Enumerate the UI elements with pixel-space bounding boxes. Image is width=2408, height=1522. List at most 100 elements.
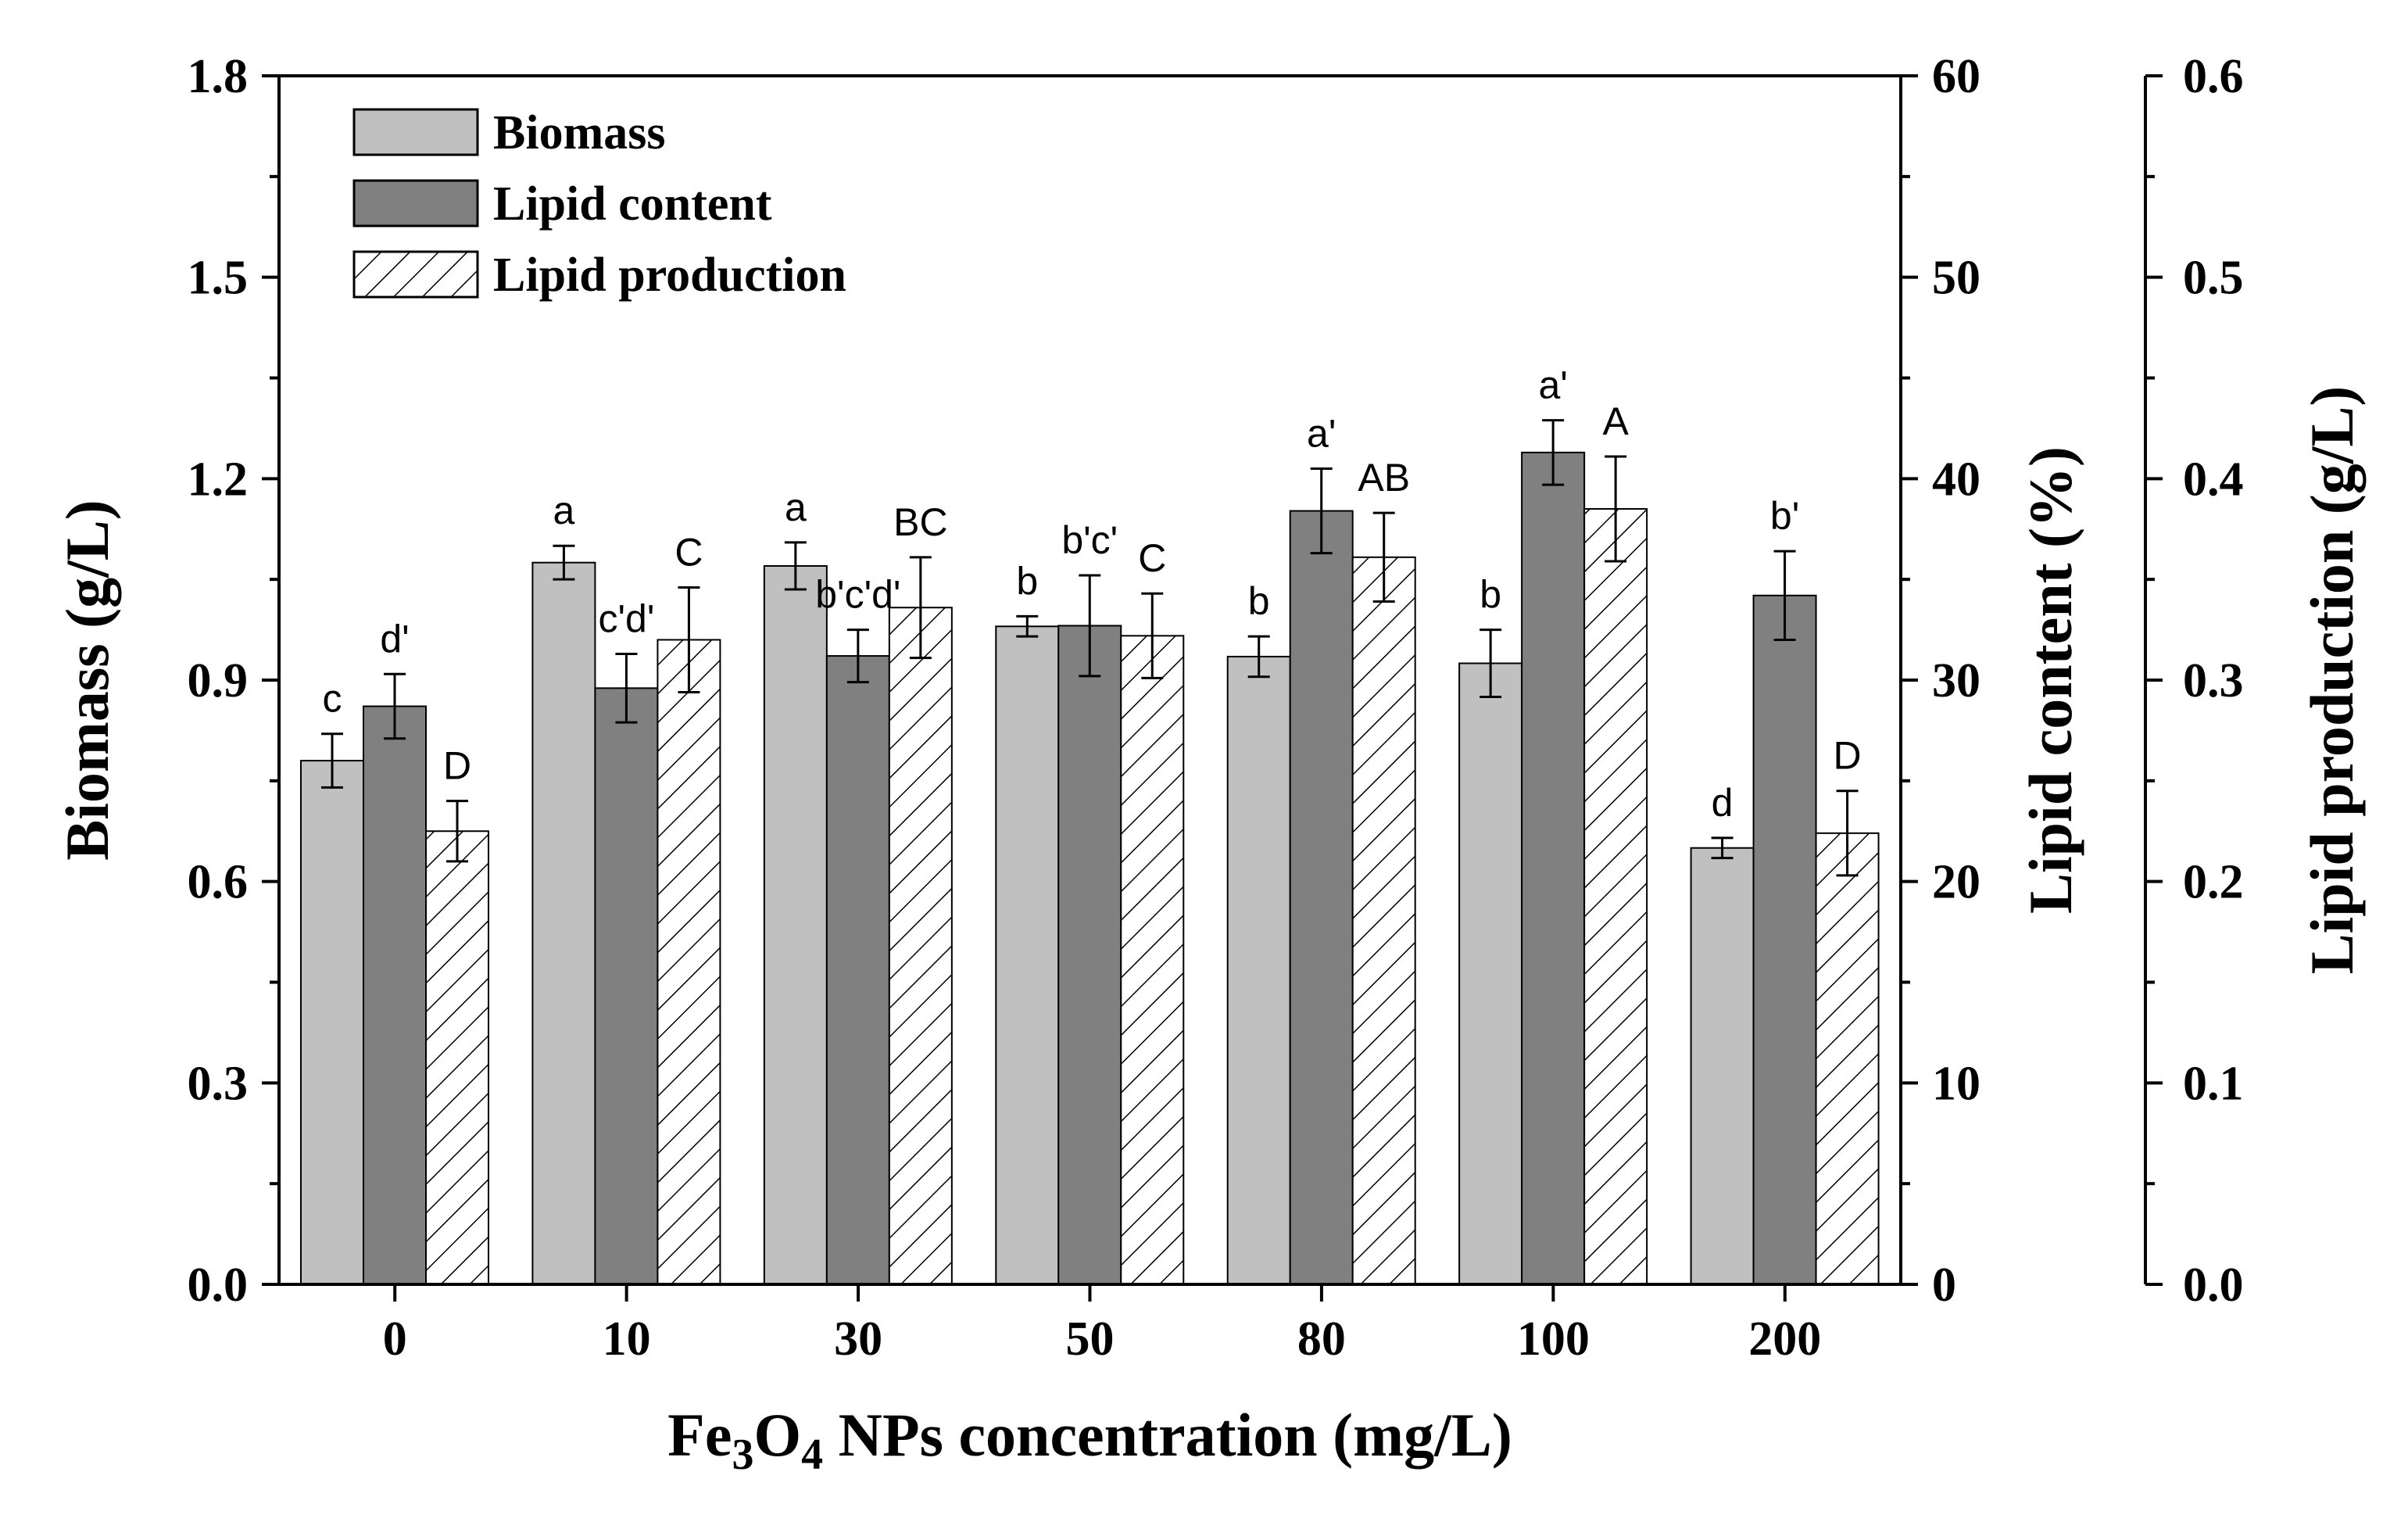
legend-label: Lipid content: [493, 177, 772, 231]
second-right-axis-tick-label: 0.0: [2183, 1259, 2244, 1312]
significance-label: a': [1538, 363, 1567, 407]
error-bar: [1247, 635, 1270, 679]
significance-label: b'c'd': [815, 573, 900, 617]
significance-label: d: [1712, 781, 1734, 825]
error-bar: [678, 586, 700, 693]
x-title-part: O: [753, 1401, 801, 1469]
bar-biomass-0: [300, 760, 364, 1285]
bar-lipid-content-80: [1289, 510, 1354, 1285]
legend-swatch-lipid-production: [352, 250, 479, 299]
error-bar: [846, 628, 869, 684]
error-bar: [1310, 467, 1333, 555]
bar-biomass-80: [1226, 655, 1291, 1285]
significance-label: a: [785, 485, 807, 529]
bar-lipid-production-0: [425, 830, 489, 1285]
x-title-part: NPs concentration (mg/L): [823, 1401, 1512, 1469]
x-axis-tick-label: 50: [1066, 1313, 1115, 1366]
second-right-axis-tick-label: 0.3: [2183, 654, 2244, 707]
error-bar: [1141, 592, 1164, 679]
legend-swatch-lipid-content: [352, 179, 479, 227]
x-title-subscript: 3: [732, 1431, 753, 1479]
x-axis-title: Fe3O4 NPs concentration (mg/L): [667, 1401, 1512, 1479]
significance-label: D: [1834, 734, 1862, 778]
significance-label: c: [323, 677, 342, 721]
error-bar: [615, 653, 638, 724]
left-axis-tick-label: 0.3: [188, 1057, 249, 1110]
x-title-subscript: 4: [801, 1431, 823, 1479]
x-axis-tick-label: 80: [1297, 1313, 1346, 1366]
significance-label: D: [443, 744, 471, 788]
bar-lipid-content-200: [1752, 594, 1817, 1285]
significance-label: c'd': [598, 597, 654, 641]
bar-lipid-production-30: [888, 607, 953, 1285]
significance-label: C: [674, 530, 703, 574]
x-axis-tick-label: 0: [383, 1313, 407, 1366]
error-bar: [553, 544, 575, 581]
error-bar: [909, 556, 932, 660]
significance-label: C: [1138, 536, 1166, 580]
significance-label: b: [1016, 559, 1038, 603]
bar-lipid-production-10: [657, 639, 721, 1285]
error-bar: [446, 800, 468, 863]
legend-label: Biomass: [493, 106, 665, 159]
right-axis-tick-label: 20: [1932, 856, 1980, 909]
error-bar: [1605, 455, 1627, 563]
significance-label: a: [553, 489, 575, 532]
x-title-part: Fe: [667, 1401, 732, 1469]
left-axis-tick-label: 0.0: [188, 1259, 249, 1312]
bar-biomass-30: [763, 564, 828, 1285]
error-bar: [1711, 836, 1734, 860]
error-bar: [1773, 550, 1796, 641]
x-axis-tick-label: 200: [1748, 1313, 1821, 1366]
error-bar: [321, 732, 343, 789]
bar-lipid-content-10: [594, 687, 659, 1285]
bar-lipid-content-50: [1057, 625, 1122, 1285]
left-axis-tick-label: 1.8: [188, 50, 249, 103]
error-bar: [1836, 790, 1859, 877]
right-axis-tick-label: 60: [1932, 50, 1980, 103]
right-axis-tick-label: 0: [1932, 1259, 1956, 1312]
significance-label: b: [1248, 579, 1270, 623]
second-right-axis-tick-label: 0.1: [2183, 1057, 2244, 1110]
significance-label: AB: [1358, 456, 1410, 500]
significance-label: b': [1770, 494, 1799, 538]
legend-swatch-biomass: [352, 108, 479, 156]
significance-label: A: [1602, 399, 1629, 443]
x-axis-tick-label: 10: [603, 1313, 651, 1366]
bar-lipid-content-0: [363, 705, 427, 1285]
legend-label: Lipid production: [493, 249, 846, 302]
second-right-axis-tick-label: 0.4: [2183, 453, 2244, 506]
bar-biomass-200: [1690, 847, 1755, 1285]
error-bar: [384, 672, 406, 740]
bar-lipid-production-80: [1351, 556, 1416, 1285]
bar-lipid-production-200: [1815, 832, 1880, 1285]
left-axis-tick-label: 1.2: [188, 453, 249, 506]
x-axis-tick-label: 30: [834, 1313, 882, 1366]
bar-biomass-50: [995, 625, 1060, 1285]
bar-biomass-100: [1458, 662, 1523, 1285]
error-bar: [1372, 511, 1395, 603]
bar-lipid-content-30: [825, 655, 890, 1285]
error-bar: [784, 541, 807, 591]
bar-lipid-production-100: [1583, 507, 1648, 1285]
right-axis-tick-label: 10: [1932, 1057, 1980, 1110]
left-axis-tick-label: 1.5: [188, 252, 249, 305]
significance-label: d': [380, 617, 409, 661]
significance-label: BC: [893, 500, 947, 544]
bar-biomass-10: [531, 561, 596, 1285]
error-bar: [1480, 628, 1502, 698]
bar-lipid-content-100: [1521, 451, 1586, 1285]
significance-label: b'c': [1061, 518, 1118, 562]
error-bar: [1079, 574, 1101, 678]
right-axis-tick-label: 40: [1932, 453, 1980, 506]
right-axis-tick-label: 30: [1932, 654, 1980, 707]
error-bar: [1542, 419, 1565, 486]
left-axis-title: Biomass (g/L): [53, 500, 121, 861]
right-axis-title: Lipid content (%): [2016, 446, 2084, 914]
second-right-axis-title: Lipid production (g/L): [2298, 386, 2366, 975]
right-axis-tick-label: 50: [1932, 252, 1980, 305]
significance-label: b: [1480, 573, 1501, 617]
error-bar: [1016, 614, 1039, 638]
